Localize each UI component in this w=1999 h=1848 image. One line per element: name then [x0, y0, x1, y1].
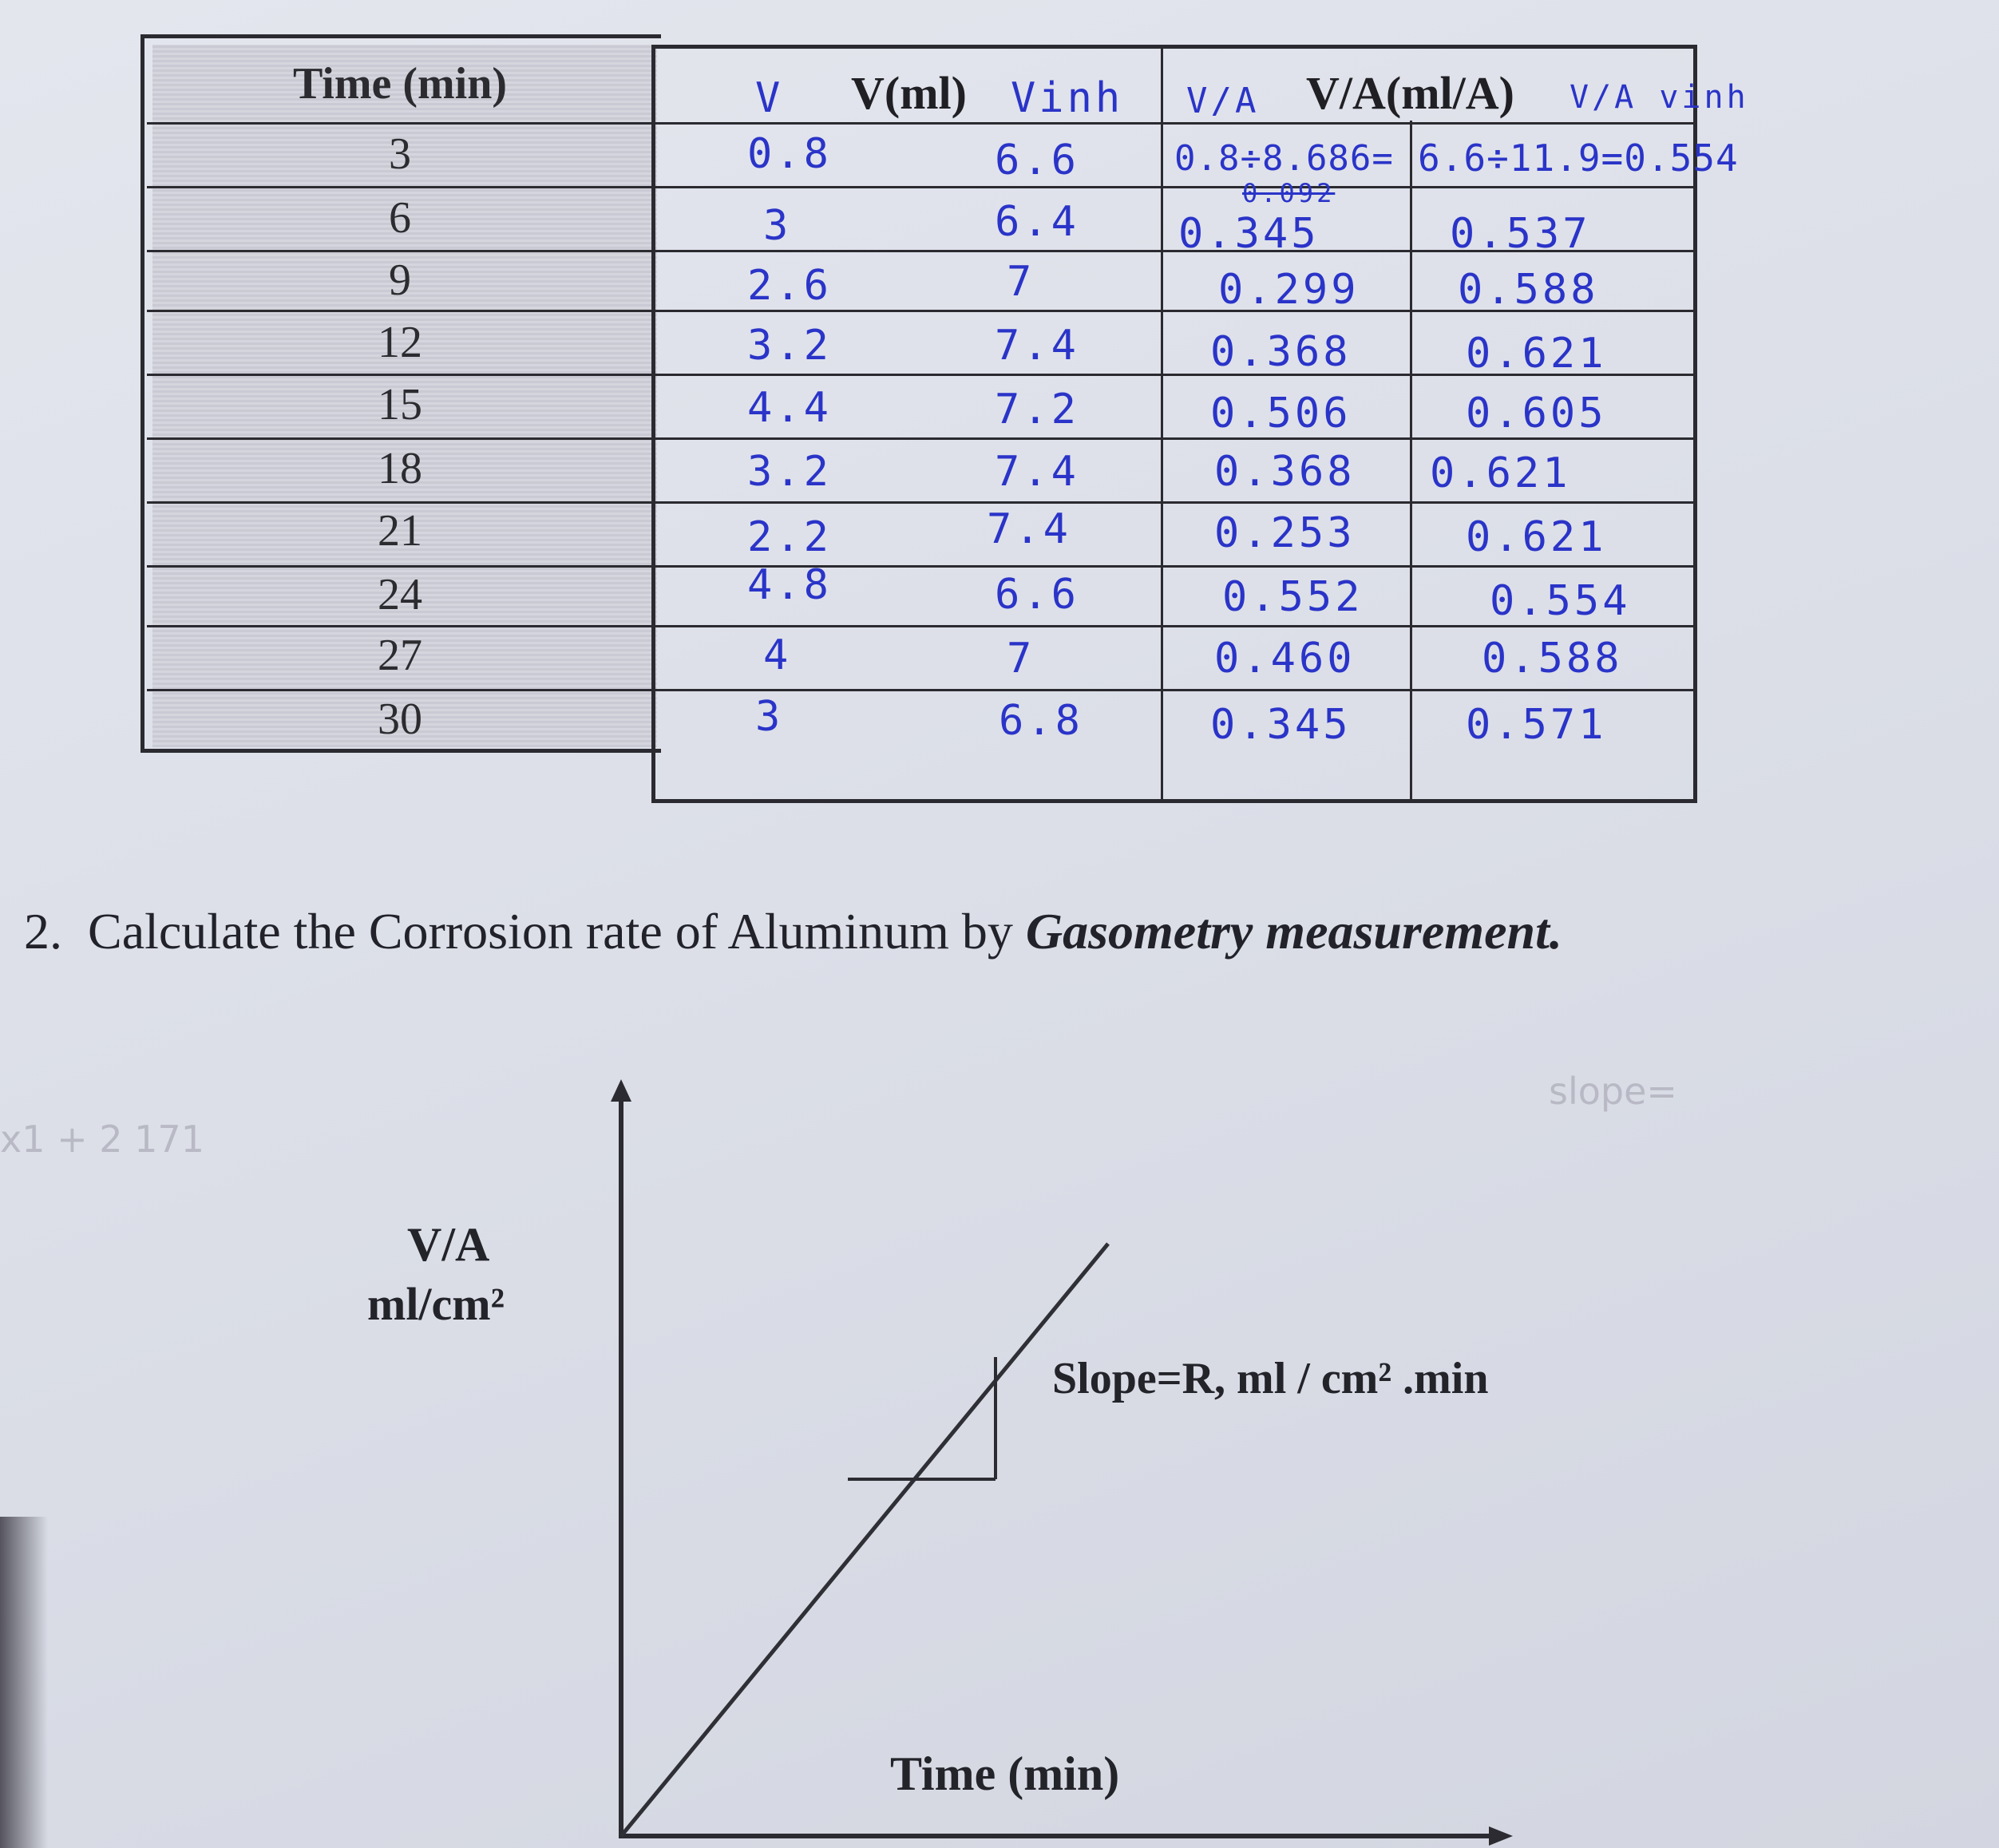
hw-v-value: 4.8: [747, 561, 832, 609]
time-cell: 27: [378, 631, 422, 680]
hw-va-vinh-value: 0.605: [1466, 390, 1607, 437]
y-axis-arrow-icon: [611, 1079, 631, 1102]
time-cell: 18: [378, 444, 422, 493]
hw-va-vinh-value: 0.537: [1450, 210, 1591, 258]
hw-va-header: V/A: [1186, 81, 1260, 121]
hw-vinh-value: 7: [1007, 258, 1035, 306]
hw-va-value: 0.345: [1178, 210, 1320, 258]
hw-va-vinh-value: 0.588: [1482, 635, 1623, 683]
hw-v-value: 3: [763, 202, 792, 250]
question-emphasis: Gasometry measurement.: [1025, 903, 1562, 960]
hw-va-value: 0.460: [1214, 635, 1356, 683]
hw-vinh-value: 7.2: [995, 386, 1079, 433]
hw-va-vinh-header: V/A vinh: [1570, 79, 1749, 116]
row-divider: [147, 501, 1697, 504]
question-2: 2. Calculate the Corrosion rate of Alumi…: [24, 902, 1562, 961]
hw-vinh-value: 7.4: [987, 505, 1071, 553]
hw-va-value: 0.345: [1210, 701, 1352, 749]
hw-v-value: 4.4: [747, 384, 832, 432]
data-table: Time (min) V(ml) V/A(ml/A) V Vinh V/A V/…: [141, 34, 1746, 803]
row-divider: [147, 310, 1697, 312]
row-divider: [147, 186, 1697, 188]
hw-v-value: 3.2: [747, 322, 832, 370]
divider-va-columns: [1410, 121, 1412, 803]
hw-v-value: 0.8: [747, 130, 832, 178]
hw-vinh-header: Vinh: [1011, 74, 1124, 122]
hw-va-vinh-formula: 6.6÷11.9=0.554: [1418, 137, 1739, 180]
va-header: V/A(ml/A): [1306, 67, 1514, 119]
x-axis-label: Time (min): [890, 1747, 1120, 1800]
time-cell: 12: [378, 318, 422, 367]
time-header: Time (min): [292, 59, 508, 109]
hw-va-vinh-value: 0.621: [1430, 449, 1571, 497]
hw-va-vinh-value: 0.571: [1466, 701, 1607, 749]
hw-va-value: 0.368: [1214, 448, 1356, 496]
time-column: [141, 34, 661, 753]
hw-vinh-value: 7.4: [995, 448, 1079, 496]
hw-vinh-value: 6.6: [995, 137, 1079, 184]
divider-v-va: [1161, 45, 1163, 803]
hw-vinh-value: 6.8: [999, 697, 1083, 745]
row-divider: [147, 250, 1697, 252]
hw-v-header: V: [755, 74, 784, 122]
hw-va-vinh-value: 0.554: [1490, 577, 1631, 625]
row-divider: [147, 122, 1697, 125]
y-axis-label-top: V/A: [407, 1218, 490, 1271]
hw-va-strike: 0.092: [1242, 178, 1336, 208]
hw-va-vinh-value: 0.621: [1466, 513, 1607, 561]
hw-v-value: 4: [763, 631, 792, 679]
hw-v-value: 3.2: [747, 448, 832, 496]
time-cell: 15: [378, 380, 422, 429]
time-cell: 9: [389, 255, 411, 305]
hw-v-value: 2.2: [747, 513, 832, 561]
hw-va-value: 0.299: [1218, 266, 1360, 314]
row-divider: [147, 565, 1697, 568]
time-cell: 21: [378, 506, 422, 556]
graph-svg: [611, 1079, 1513, 1846]
faint-margin-scribble: x1 + 2 171: [0, 1118, 204, 1161]
slope-label: Slope=R, ml / cm² .min: [1052, 1354, 1489, 1403]
slope-line: [619, 1242, 1110, 1838]
hw-v-value: 3: [755, 693, 784, 741]
time-cell: 24: [378, 570, 422, 619]
time-cell: 3: [389, 129, 411, 179]
v-header: V(ml): [851, 67, 967, 119]
question-number: 2.: [24, 903, 62, 960]
page-edge-shadow: [0, 1517, 48, 1848]
time-cell: 30: [378, 694, 422, 744]
hw-vinh-value: 7: [1007, 635, 1035, 683]
schematic-graph: V/A ml/cm² Slope=R, ml / cm² .min Time (…: [0, 1038, 1999, 1848]
hw-va-vinh-value: 0.588: [1458, 266, 1599, 314]
time-column-shading: [152, 45, 657, 747]
hw-va-value: 0.368: [1210, 328, 1352, 376]
faint-slope-scribble: slope=: [1549, 1070, 1677, 1113]
hw-vinh-value: 7.4: [995, 322, 1079, 370]
hw-vinh-value: 6.4: [995, 198, 1079, 246]
hw-va-vinh-value: 0.621: [1466, 330, 1607, 378]
hw-va-formula: 0.8÷8.686=: [1174, 138, 1394, 179]
time-cell: 6: [389, 193, 411, 243]
x-axis-arrow-icon: [1489, 1826, 1513, 1846]
hw-vinh-value: 6.6: [995, 571, 1079, 619]
hw-va-value: 0.253: [1214, 509, 1356, 557]
hw-v-value: 2.6: [747, 262, 832, 310]
row-divider: [147, 689, 1697, 691]
values-block: [651, 45, 1697, 803]
hw-va-value: 0.552: [1222, 573, 1364, 621]
row-divider: [147, 374, 1697, 376]
row-divider: [147, 625, 1697, 627]
row-divider: [147, 437, 1697, 440]
hw-va-value: 0.506: [1210, 390, 1352, 437]
y-axis-label-unit: ml/cm²: [367, 1278, 505, 1330]
question-text: Calculate the Corrosion rate of Aluminum…: [88, 903, 1013, 960]
